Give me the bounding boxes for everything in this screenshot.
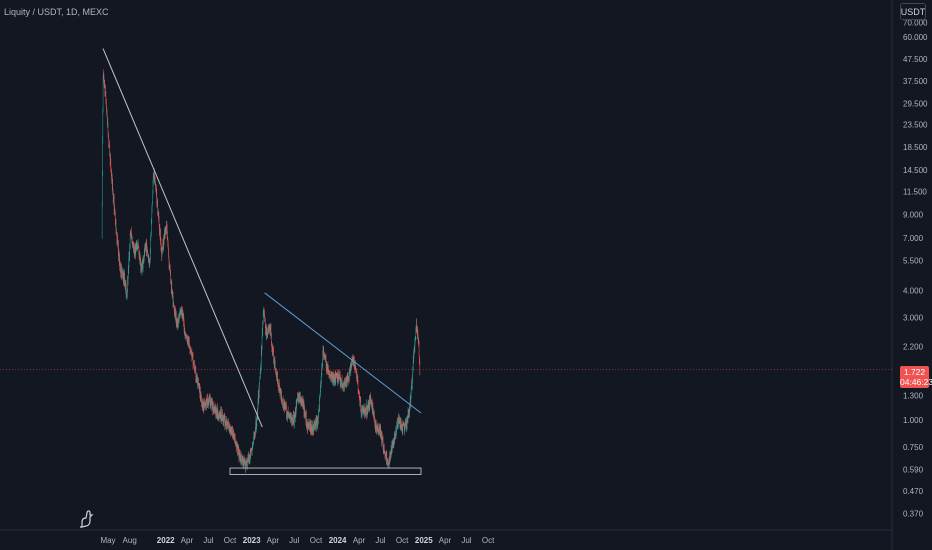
y-tick-label: 47.500	[903, 55, 928, 64]
x-tick-label: 2024	[329, 536, 347, 545]
bar-countdown-label: 04:46:23	[900, 377, 932, 387]
y-tick-label: 0.370	[903, 509, 924, 518]
x-tick-label: Apr	[353, 536, 366, 545]
y-tick-label: 70.000	[903, 19, 928, 28]
y-tick-label: 3.000	[903, 313, 924, 322]
y-tick-label: 23.500	[903, 121, 928, 130]
y-tick-label: 0.470	[903, 487, 924, 496]
x-tick-label: Apr	[439, 536, 452, 545]
y-tick-label: 37.500	[903, 77, 928, 86]
last-price-label: 1.722	[903, 367, 926, 377]
x-tick-label: Jul	[461, 536, 471, 545]
y-tick-label: 7.000	[903, 234, 924, 243]
x-tick-label: Oct	[482, 536, 495, 545]
x-tick-label: Oct	[396, 536, 409, 545]
x-tick-label: Jul	[203, 536, 213, 545]
currency-unit-button[interactable]: USDT	[900, 3, 926, 20]
y-tick-label: 29.500	[903, 99, 928, 108]
y-tick-label: 60.000	[903, 33, 928, 42]
x-tick-label: May	[100, 536, 115, 545]
x-tick-label: Aug	[123, 536, 137, 545]
x-tick-label: 2025	[415, 536, 433, 545]
support-range-box	[229, 467, 422, 475]
last-price-badge: 1.722 04:46:23	[900, 366, 932, 388]
x-tick-label: Oct	[310, 536, 323, 545]
y-tick-label: 4.000	[903, 286, 924, 295]
y-tick-label: 9.000	[903, 211, 924, 220]
y-tick-label: 11.500	[903, 188, 927, 197]
y-tick-label: 0.750	[903, 443, 924, 452]
y-tick-label: 1.000	[903, 416, 924, 425]
trendline-secondary	[264, 292, 422, 414]
trendline-primary	[102, 48, 263, 428]
y-tick-label: 14.500	[903, 166, 928, 175]
x-tick-label: Apr	[181, 536, 194, 545]
x-tick-label: 2022	[157, 536, 175, 545]
chart-title: Liquity / USDT, 1D, MEXC	[4, 7, 109, 17]
x-tick-label: Jul	[289, 536, 299, 545]
tradingview-dino-icon[interactable]	[78, 509, 96, 529]
y-tick-label: 2.200	[903, 342, 924, 351]
x-tick-label: Jul	[375, 536, 385, 545]
y-tick-label: 5.500	[903, 257, 924, 266]
x-tick-label: 2023	[243, 536, 261, 545]
x-tick-label: Oct	[224, 536, 237, 545]
x-tick-label: Apr	[267, 536, 280, 545]
y-tick-label: 1.300	[903, 392, 924, 401]
y-tick-label: 0.590	[903, 466, 924, 475]
y-tick-label: 18.500	[903, 143, 928, 152]
